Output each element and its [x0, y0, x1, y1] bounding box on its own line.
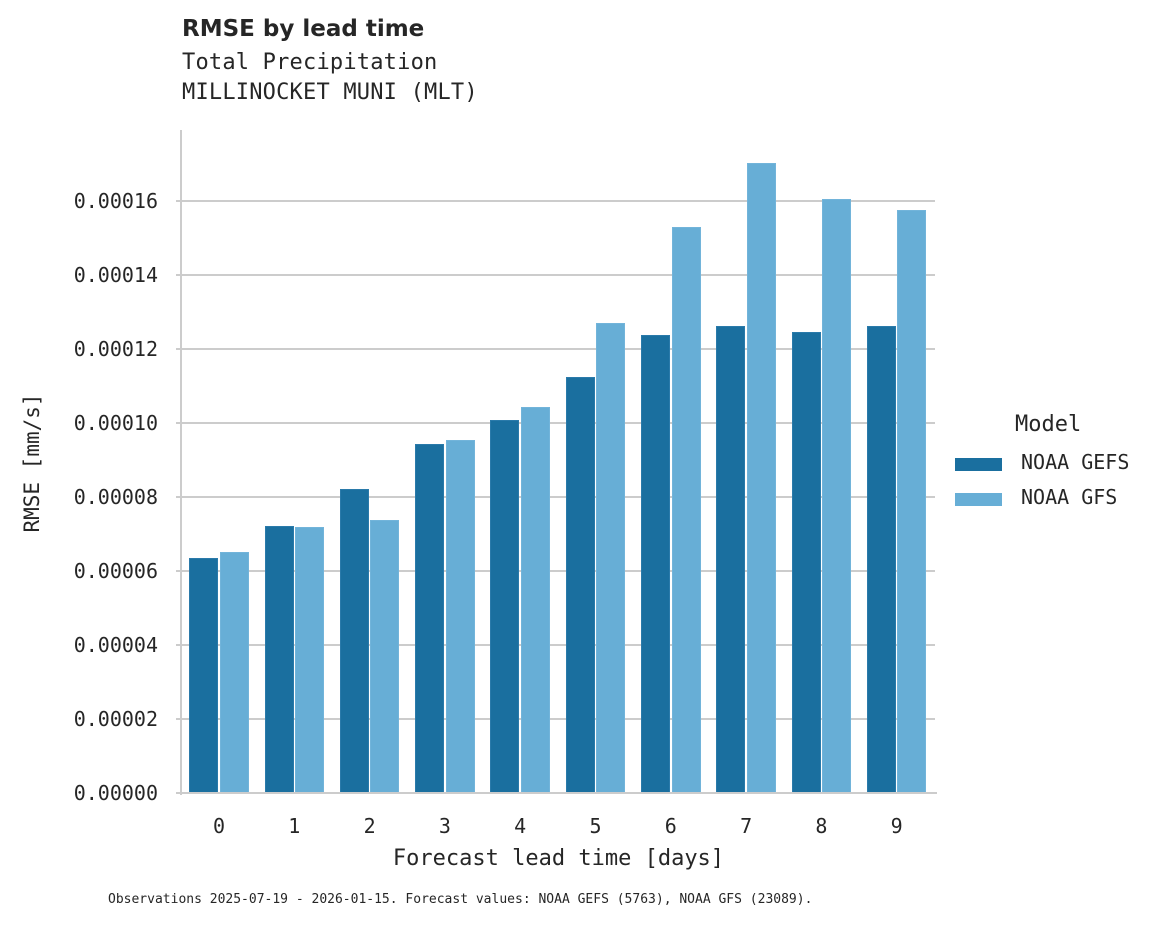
- y-axis-line: [180, 130, 182, 795]
- y-tick-label: 0.00006: [73, 559, 158, 583]
- bar-gfs-day-3: [445, 440, 475, 793]
- chart-subtitle-station: MILLINOCKET MUNI (MLT): [182, 80, 478, 105]
- legend-swatch-gefs: [955, 458, 1002, 471]
- y-tick-mark: [176, 496, 181, 498]
- bar-gfs-day-2: [370, 519, 400, 793]
- bar-gefs-day-2: [339, 488, 369, 793]
- chart-subtitle-variable: Total Precipitation: [182, 50, 438, 75]
- y-tick-label: 0.00014: [73, 263, 158, 287]
- bar-gefs-day-0: [189, 558, 219, 793]
- footnote: Observations 2025-07-19 - 2026-01-15. Fo…: [108, 892, 813, 907]
- y-tick-mark: [176, 348, 181, 350]
- y-tick-mark: [176, 274, 181, 276]
- x-tick-label: 1: [288, 814, 301, 838]
- gridline: [182, 200, 935, 202]
- bar-gfs-day-6: [671, 226, 701, 793]
- chart-title: RMSE by lead time: [182, 16, 425, 42]
- legend-label-gfs: NOAA GFS: [1021, 485, 1118, 509]
- y-tick-label: 0.00004: [73, 633, 158, 657]
- bar-gefs-day-6: [641, 334, 671, 793]
- gridline: [182, 644, 935, 646]
- gridline: [182, 422, 935, 424]
- bar-gfs-day-8: [822, 199, 852, 793]
- y-tick-label: 0.00002: [73, 707, 158, 731]
- bar-gfs-day-7: [746, 162, 776, 793]
- x-tick-label: 3: [438, 814, 451, 838]
- x-tick-label: 4: [514, 814, 527, 838]
- y-tick-mark: [176, 200, 181, 202]
- y-tick-mark: [176, 644, 181, 646]
- x-tick-label: 7: [740, 814, 753, 838]
- bar-gefs-day-1: [264, 525, 294, 793]
- gridline: [182, 718, 935, 720]
- bar-gefs-day-9: [866, 326, 896, 793]
- x-tick-label: 9: [890, 814, 903, 838]
- bar-gfs-day-1: [295, 526, 325, 793]
- y-tick-label: 0.00010: [73, 411, 158, 435]
- y-tick-mark: [176, 570, 181, 572]
- x-axis-label: Forecast lead time [days]: [392, 846, 725, 871]
- bar-gefs-day-7: [716, 326, 746, 793]
- gridline: [182, 496, 935, 498]
- bar-gefs-day-3: [415, 444, 445, 793]
- y-tick-label: 0.00012: [73, 337, 158, 361]
- x-tick-label: 0: [212, 814, 226, 838]
- y-tick-label: 0.00000: [73, 781, 158, 805]
- legend-title: Model: [1015, 412, 1082, 437]
- bar-gefs-day-4: [490, 420, 520, 793]
- bar-gfs-day-5: [596, 323, 626, 793]
- x-axis-line: [180, 792, 937, 794]
- x-tick-label: 2: [363, 814, 376, 838]
- gridline: [182, 274, 935, 276]
- y-tick-label: 0.00008: [73, 485, 158, 509]
- x-tick-label: 6: [664, 814, 677, 838]
- legend-label-gefs: NOAA GEFS: [1021, 450, 1130, 474]
- x-tick-label: 5: [589, 814, 602, 838]
- bar-gfs-day-4: [520, 407, 550, 793]
- bar-gfs-day-9: [897, 209, 927, 793]
- y-tick-label: 0.00016: [73, 189, 158, 213]
- x-tick-label: 8: [815, 814, 828, 838]
- plot-area: [182, 130, 935, 793]
- gridline: [182, 570, 935, 572]
- bar-gefs-day-5: [565, 377, 595, 793]
- gridline: [182, 348, 935, 350]
- y-tick-mark: [176, 792, 181, 794]
- bar-gfs-day-0: [219, 552, 249, 793]
- legend-swatch-gfs: [955, 493, 1002, 506]
- y-tick-mark: [176, 422, 181, 424]
- y-tick-mark: [176, 718, 181, 720]
- bar-gefs-day-8: [791, 331, 821, 793]
